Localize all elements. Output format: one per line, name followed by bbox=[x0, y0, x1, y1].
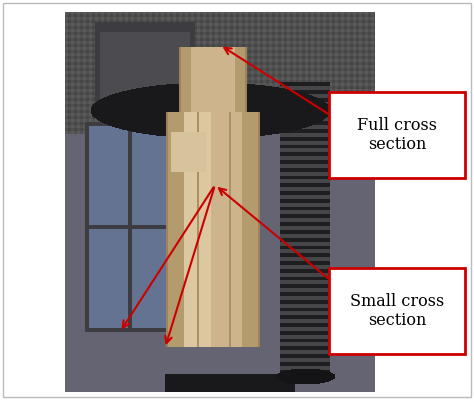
Bar bbox=[329, 268, 465, 354]
Text: Small cross
section: Small cross section bbox=[350, 293, 444, 329]
Bar bbox=[329, 92, 465, 178]
Text: Full cross
section: Full cross section bbox=[357, 117, 437, 153]
